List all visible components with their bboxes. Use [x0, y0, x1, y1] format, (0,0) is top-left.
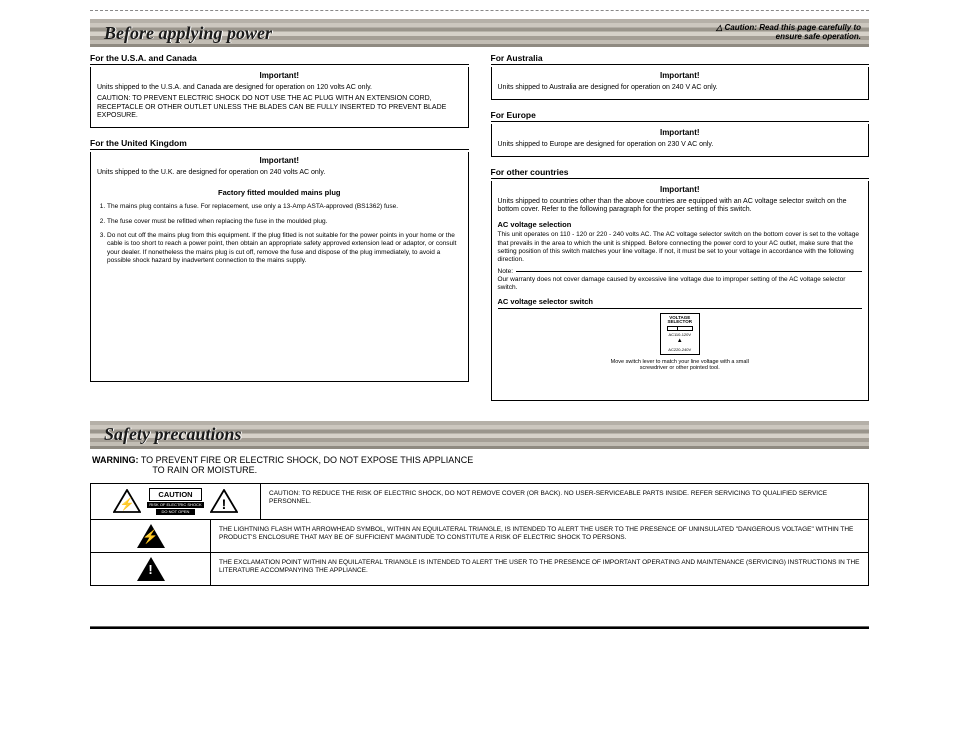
acv-title: AC voltage selection — [498, 220, 863, 229]
caution-row-2: ⚡ THE LIGHTNING FLASH WITH ARROWHEAD SYM… — [91, 520, 868, 553]
plug-item-2: The fuse cover must be refitted when rep… — [107, 218, 462, 226]
uk-title: For the United Kingdom — [90, 138, 469, 150]
eur-box: Important! Units shipped to Europe are d… — [491, 124, 870, 157]
warning-line: WARNING: TO PREVENT FIRE OR ELECTRIC SHO… — [90, 455, 869, 475]
top-rule — [90, 10, 869, 11]
caution-table: ⚡ CAUTION RISK OF ELECTRIC SHOCK DO NOT … — [90, 483, 869, 586]
banner1-caution-line2: ensure safe operation. — [716, 33, 861, 42]
eur-title: For Europe — [491, 110, 870, 122]
lightning-solid-icon: ⚡ — [137, 524, 165, 548]
uk-box: Important! Units shipped to the U.K. are… — [90, 152, 469, 382]
selector-figure: VOLTAGE SELECTOR AC110-120V ▲ AC220-240V… — [498, 313, 863, 371]
eur-text: Units shipped to Europe are designed for… — [498, 141, 863, 150]
banner1-title: Before applying power — [104, 23, 272, 44]
bottom-rule — [90, 626, 869, 629]
selector-caption: Move switch lever to match your line vol… — [605, 359, 755, 371]
other-important: Important! — [498, 185, 863, 195]
banner1-caution: △ Caution: Read this page carefully to e… — [716, 24, 861, 42]
page: Before applying power △ Caution: Read th… — [0, 0, 954, 639]
acv-text: This unit operates on 110 - 120 or 220 -… — [498, 231, 863, 264]
other-title: For other countries — [491, 167, 870, 179]
note-label: Note: — [498, 268, 514, 276]
selector-title: AC voltage selector switch — [498, 297, 863, 308]
caution-sub2: DO NOT OPEN — [156, 509, 196, 515]
plug-title: Factory fitted moulded mains plug — [97, 188, 462, 197]
switch-v2: AC220-240V — [668, 347, 691, 352]
switch-slot — [667, 326, 693, 332]
other-text: Units shipped to countries other than th… — [498, 198, 863, 216]
usa-important: Important! — [97, 71, 462, 81]
voltage-switch-icon: VOLTAGE SELECTOR AC110-120V ▲ AC220-240V — [660, 313, 700, 355]
plug-list: The mains plug contains a fuse. For repl… — [97, 203, 462, 266]
aus-important: Important! — [498, 71, 863, 81]
caution-badge: CAUTION RISK OF ELECTRIC SHOCK DO NOT OP… — [147, 488, 203, 515]
banner-safety: Safety precautions — [90, 421, 869, 449]
exclaim-solid-icon: ! — [137, 557, 165, 581]
exclaim-outline-icon: ! — [210, 489, 238, 513]
svg-text:⚡: ⚡ — [120, 497, 135, 511]
caution-row-3: ! THE EXCLAMATION POINT WITHIN AN EQUILA… — [91, 553, 868, 585]
aus-box: Important! Units shipped to Australia ar… — [491, 67, 870, 100]
switch-arrow: ▲ — [677, 338, 683, 346]
note-block: Note: Our warranty does not cover damage… — [498, 268, 863, 292]
usa-title: For the U.S.A. and Canada — [90, 53, 469, 65]
usa-text1: Units shipped to the U.S.A. and Canada a… — [97, 84, 462, 93]
two-columns: For the U.S.A. and Canada Important! Uni… — [90, 53, 869, 411]
switch-label: VOLTAGE SELECTOR — [663, 316, 697, 325]
aus-text: Units shipped to Australia are designed … — [498, 84, 863, 93]
usa-text2: CAUTION: TO PREVENT ELECTRIC SHOCK DO NO… — [97, 95, 462, 121]
caution-row1-icon-cell: ⚡ CAUTION RISK OF ELECTRIC SHOCK DO NOT … — [91, 484, 261, 519]
caution-row2-icon-cell: ⚡ — [91, 520, 211, 552]
right-column: For Australia Important! Units shipped t… — [491, 53, 870, 411]
warning-label: WARNING: — [92, 455, 139, 465]
caution-row2-text: THE LIGHTNING FLASH WITH ARROWHEAD SYMBO… — [211, 520, 868, 552]
lightning-outline-icon: ⚡ — [113, 489, 141, 513]
plug-item-1: The mains plug contains a fuse. For repl… — [107, 203, 462, 211]
aus-title: For Australia — [491, 53, 870, 65]
switch-v1: AC110-120V — [668, 332, 691, 337]
warning-text1: TO PREVENT FIRE OR ELECTRIC SHOCK, DO NO… — [141, 455, 473, 465]
usa-box: Important! Units shipped to the U.S.A. a… — [90, 67, 469, 128]
caution-row1-text: CAUTION: TO REDUCE THE RISK OF ELECTRIC … — [261, 484, 868, 519]
note-text: Our warranty does not cover damage cause… — [498, 276, 863, 292]
caution-row3-icon-cell: ! — [91, 553, 211, 585]
plug-item-3: Do not cut off the mains plug from this … — [107, 232, 462, 266]
warning-text2: TO RAIN OR MOISTURE. — [152, 465, 257, 475]
caution-row-1: ⚡ CAUTION RISK OF ELECTRIC SHOCK DO NOT … — [91, 484, 868, 520]
banner-before-power: Before applying power △ Caution: Read th… — [90, 19, 869, 47]
uk-text: Units shipped to the U.K. are designed f… — [97, 169, 462, 178]
caution-row3-text: THE EXCLAMATION POINT WITHIN AN EQUILATE… — [211, 553, 868, 585]
left-column: For the U.S.A. and Canada Important! Uni… — [90, 53, 469, 411]
banner2-title: Safety precautions — [104, 424, 242, 445]
eur-important: Important! — [498, 128, 863, 138]
uk-important: Important! — [97, 156, 462, 166]
note-rule-line — [516, 271, 862, 272]
other-box: Important! Units shipped to countries ot… — [491, 181, 870, 401]
svg-text:!: ! — [221, 496, 226, 512]
caution-word: CAUTION — [149, 488, 201, 501]
caution-sub1: RISK OF ELECTRIC SHOCK — [147, 502, 203, 508]
